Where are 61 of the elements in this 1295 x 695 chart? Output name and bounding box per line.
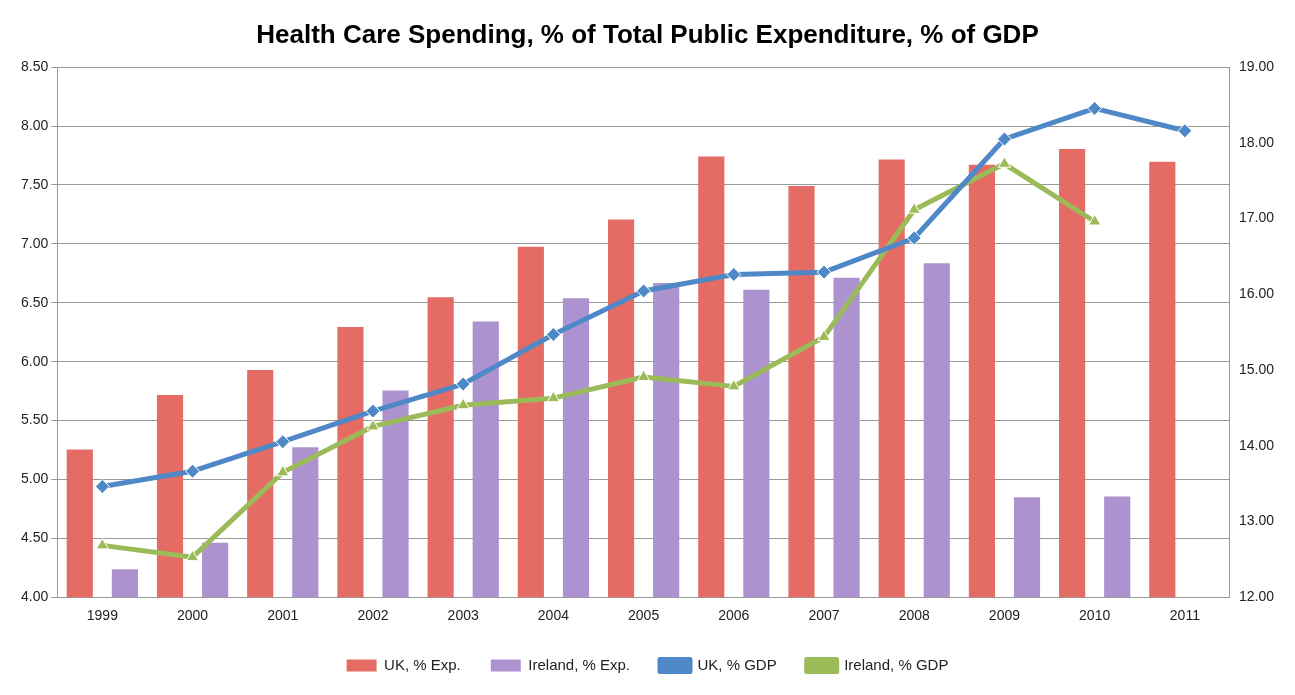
y-tick-label: 7.00 — [21, 234, 49, 251]
y-tick-label: 8.50 — [21, 58, 49, 75]
y-tick-label: 5.00 — [21, 470, 49, 487]
legend-label: UK, % GDP — [697, 655, 777, 673]
point — [907, 202, 921, 214]
point — [636, 283, 652, 299]
point — [275, 434, 291, 450]
point — [366, 418, 380, 431]
y2-tick-label: 13.00 — [1238, 512, 1275, 529]
point — [906, 230, 922, 246]
y-tick-label: 4.00 — [21, 588, 49, 605]
x-tick-label: 2003 — [447, 607, 479, 624]
point — [997, 156, 1012, 168]
y-tick-label: 7.50 — [21, 175, 49, 192]
y2-tick-label: 14.00 — [1238, 436, 1275, 453]
x-tick-label: 2006 — [718, 607, 750, 624]
x-tick-label: 2001 — [267, 607, 299, 624]
y2-tick-label: 17.00 — [1238, 209, 1275, 226]
point — [816, 264, 832, 280]
point — [1177, 123, 1193, 139]
x-tick-label: 2002 — [357, 607, 389, 624]
point — [185, 463, 201, 479]
point — [95, 537, 109, 550]
point — [727, 378, 741, 391]
x-tick-label: 1999 — [86, 607, 119, 624]
legend-label: Ireland, % Exp. — [528, 655, 631, 673]
point — [996, 131, 1012, 147]
legend-label: Ireland, % GDP — [844, 655, 949, 673]
y2-tick-label: 15.00 — [1238, 360, 1275, 377]
point — [637, 369, 651, 381]
x-tick-label: 2000 — [176, 607, 209, 624]
y-tick-label: 4.50 — [21, 529, 49, 546]
point — [545, 327, 561, 343]
y2-tick-label: 18.00 — [1238, 133, 1275, 150]
legend-label: UK, % Exp. — [384, 655, 461, 673]
x-tick-label: 2010 — [1079, 607, 1111, 624]
x-tick-label: 2008 — [898, 607, 931, 624]
y2-tick-label: 19.00 — [1238, 58, 1275, 75]
x-tick-label: 2005 — [628, 607, 660, 624]
x-tick-label: 2004 — [537, 607, 570, 624]
y-tick-label: 5.50 — [21, 411, 49, 428]
x-tick-label: 2011 — [1169, 607, 1201, 624]
chart-title: Health Care Spending, % of Total Public Expenditure, % of GDP — [256, 18, 1039, 49]
point — [1087, 100, 1103, 116]
point — [186, 549, 200, 562]
y-tick-label: 6.00 — [21, 352, 49, 369]
point — [1088, 213, 1102, 226]
point — [546, 390, 560, 403]
point — [456, 397, 470, 410]
x-tick-label: 2009 — [988, 607, 1021, 624]
point — [455, 376, 471, 392]
point — [94, 478, 110, 494]
point — [726, 266, 742, 282]
y2-tick-label: 16.00 — [1238, 285, 1275, 302]
y2-tick-label: 12.00 — [1238, 588, 1275, 605]
x-tick-label: 2007 — [808, 607, 840, 624]
point — [276, 464, 290, 477]
point — [817, 329, 831, 341]
y-tick-label: 6.50 — [21, 293, 49, 310]
y-tick-label: 8.00 — [21, 116, 49, 133]
point — [365, 403, 381, 419]
